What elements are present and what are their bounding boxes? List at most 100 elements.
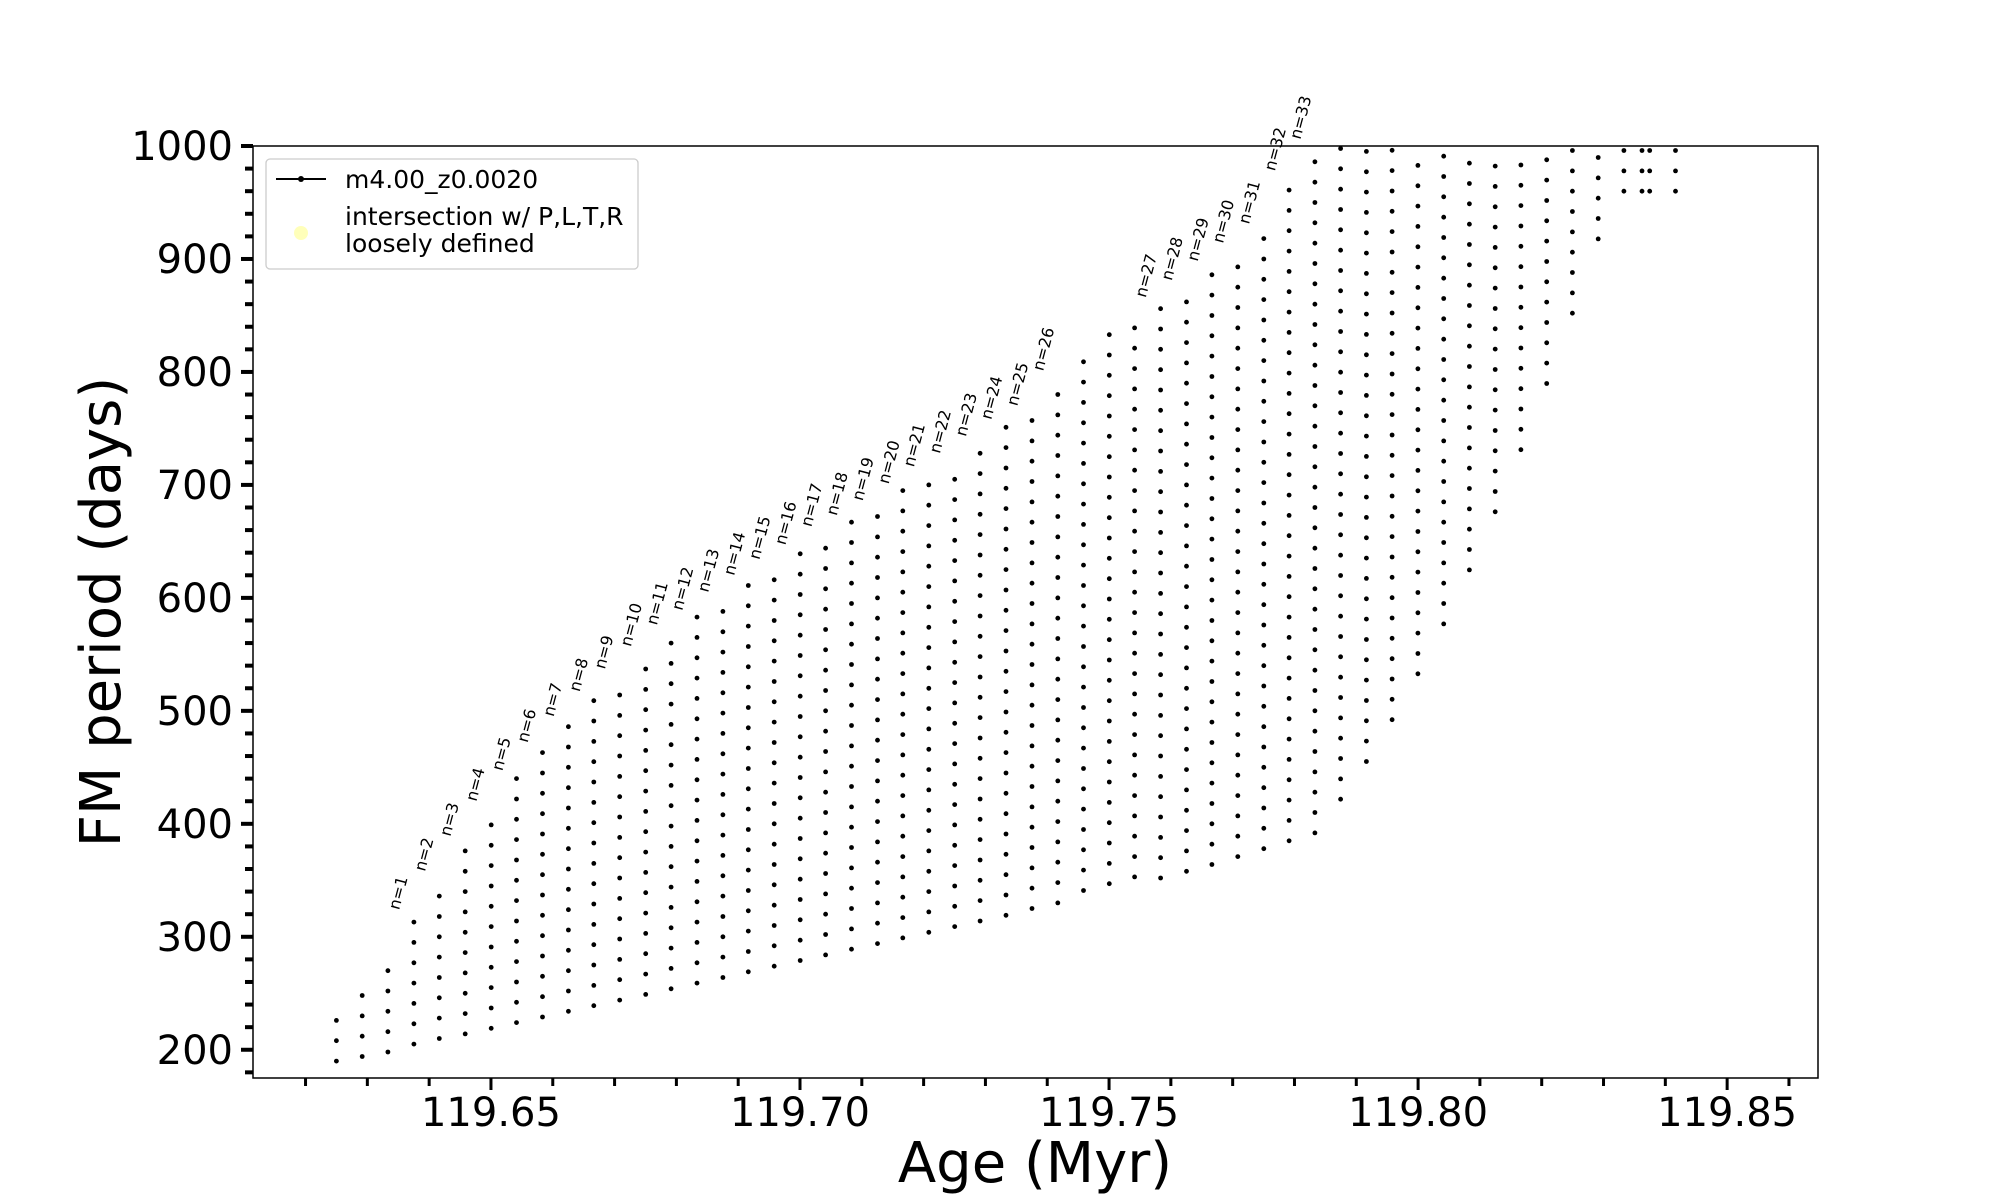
series-point [797,632,803,638]
series-point [1286,248,1292,254]
series-point [668,803,674,809]
series-point [643,849,649,855]
series-point [1209,699,1215,705]
series-point [771,943,777,949]
series-point [1003,465,1009,471]
series-point [771,597,777,603]
series-point [1209,536,1215,542]
series-point [1338,308,1343,314]
series-point [617,774,623,779]
series-point [1441,458,1447,464]
legend-line-dot [298,176,304,182]
series-point [1158,346,1163,352]
pulse-label-n9: n=9 [590,633,617,671]
series-point [566,825,571,831]
series-point [1235,386,1241,392]
series-point [823,627,828,632]
series-point [462,889,468,894]
pulse-label-n26: n=26 [1029,325,1059,372]
series-point [926,767,932,772]
series-point [1158,753,1163,759]
series-point [514,796,519,802]
series-point [1364,759,1369,764]
series-point [1055,514,1061,519]
series-point [359,1013,365,1019]
series-point [1389,290,1395,295]
series-point [926,889,932,894]
series-point [1184,746,1189,752]
pulse-label-n13: n=13 [694,547,724,594]
series-point [436,893,442,899]
series-point [668,823,674,829]
series-point [1106,657,1112,663]
series-point [1467,567,1472,573]
series-point [1209,618,1215,623]
series-point [1467,364,1472,369]
series-point [771,780,777,786]
series-point [566,744,571,750]
series-point [1570,290,1575,296]
pulse-label-n6: n=6 [513,707,540,745]
series-point [1184,523,1189,528]
series-point [720,934,726,940]
series-point [1158,448,1163,454]
series-point [1338,146,1343,151]
series-point [1003,750,1009,755]
series-point [1467,506,1472,512]
series-point [900,833,906,839]
series-point [1415,264,1421,270]
series-point [1518,345,1524,351]
series-point [1286,533,1292,539]
series-point [643,951,649,957]
series-point [1261,724,1267,730]
series-point [952,822,958,828]
series-point [617,977,623,983]
series-point [1055,697,1061,702]
x-axis-title: Age (Myr) [898,1131,1172,1196]
series-point [591,1003,597,1009]
series-point [1389,452,1395,458]
series-point [900,671,906,676]
series-point [1184,482,1189,488]
series-point [900,874,906,880]
series-point [1184,299,1189,305]
series-point [1003,872,1009,878]
series-point [1492,346,1498,352]
series-point [849,560,854,566]
series-point [1518,264,1524,270]
series-point [849,662,854,667]
series-point [1261,581,1267,587]
series-point [797,775,803,780]
series-point [1235,650,1241,656]
series-point [875,676,880,682]
series-point [591,962,597,968]
series-point [514,1020,519,1025]
series-point [875,595,880,601]
series-point [745,928,751,934]
series-point [900,813,906,819]
series-point [952,476,958,482]
series-point [1364,494,1369,500]
series-point [1029,519,1035,525]
series-point [643,687,649,692]
series-point [1158,774,1163,779]
series-point [1132,711,1137,717]
series-point [1261,744,1267,750]
series-point [1338,410,1343,416]
series-point [875,514,880,519]
series-point [745,745,751,751]
series-point [1338,756,1343,761]
series-point [566,805,571,811]
series-point [720,609,726,614]
series-point [643,768,649,774]
series-point [462,909,468,915]
series-point [1389,208,1395,214]
series-point [1158,672,1163,678]
series-point [1389,168,1395,174]
series-point [1364,596,1369,602]
series-point [952,924,958,929]
series-point [1518,365,1524,371]
series-point [1364,738,1369,744]
legend-label-intersection-line2: loosely defined [345,229,535,258]
series-point [952,700,958,706]
